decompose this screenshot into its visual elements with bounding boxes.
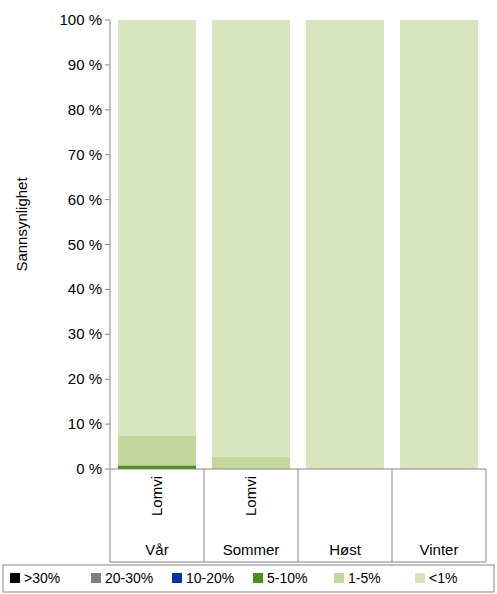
y-tick-label: 70 % xyxy=(68,146,102,163)
y-tick xyxy=(105,334,110,335)
bar-segment xyxy=(400,20,478,469)
bars xyxy=(118,20,478,469)
y-tick-label: 30 % xyxy=(68,325,102,342)
y-tick xyxy=(105,379,110,380)
y-axis-label: Sannsynlighet xyxy=(13,177,30,272)
category-label: Høst xyxy=(329,541,361,558)
legend-swatch xyxy=(253,573,263,583)
bar-segment xyxy=(118,465,196,469)
category-divider xyxy=(486,469,487,562)
y-tick xyxy=(105,244,110,245)
chart: 0 % 10 % 20 % 30 % 40 % 50 % 60 % 70 % 80 % 90 % 1… xyxy=(0,0,497,594)
y-tick-label: 90 % xyxy=(68,56,102,73)
category-label: Vinter xyxy=(420,541,459,558)
category-label: Sommer xyxy=(223,541,280,558)
y-tick xyxy=(105,424,110,425)
legend-swatch xyxy=(91,573,101,583)
bar-segment xyxy=(118,435,196,465)
y-tick-label: 80 % xyxy=(68,101,102,118)
legend-swatch xyxy=(415,573,425,583)
category-divider xyxy=(110,469,111,562)
category-label: Vår xyxy=(145,541,168,558)
y-tick xyxy=(105,289,110,290)
bar-segment xyxy=(118,20,196,435)
legend-frame xyxy=(3,565,494,592)
y-tick-label: 0 % xyxy=(76,460,102,477)
y-tick-label: 10 % xyxy=(68,415,102,432)
legend-label: 20-30% xyxy=(105,570,153,586)
legend-label: 1-5% xyxy=(348,570,381,586)
y-tick xyxy=(105,109,110,110)
y-tick xyxy=(105,199,110,200)
legend-swatch xyxy=(334,573,344,583)
legend-swatch xyxy=(172,573,182,583)
bar-segment xyxy=(212,457,290,469)
y-tick-label: 60 % xyxy=(68,191,102,208)
bar-segment xyxy=(306,20,384,469)
bar-segment xyxy=(212,20,290,457)
category-divider xyxy=(298,469,299,562)
y-tick-label: 40 % xyxy=(68,280,102,297)
y-tick-label: 100 % xyxy=(59,11,102,28)
subcategory-label: Lomvi xyxy=(148,476,165,516)
y-tick xyxy=(105,20,110,21)
legend-label: >30% xyxy=(24,570,60,586)
category-divider xyxy=(204,469,205,562)
y-tick xyxy=(105,469,110,470)
legend-label: <1% xyxy=(429,570,457,586)
legend-swatch xyxy=(10,573,20,583)
legend-label: 5-10% xyxy=(267,570,307,586)
y-tick-label: 50 % xyxy=(68,236,102,253)
subcategory-label: Lomvi xyxy=(242,476,259,516)
y-tick-label: 20 % xyxy=(68,370,102,387)
legend-label: 10-20% xyxy=(186,570,234,586)
category-divider xyxy=(392,469,393,562)
y-tick xyxy=(105,154,110,155)
y-tick xyxy=(105,64,110,65)
